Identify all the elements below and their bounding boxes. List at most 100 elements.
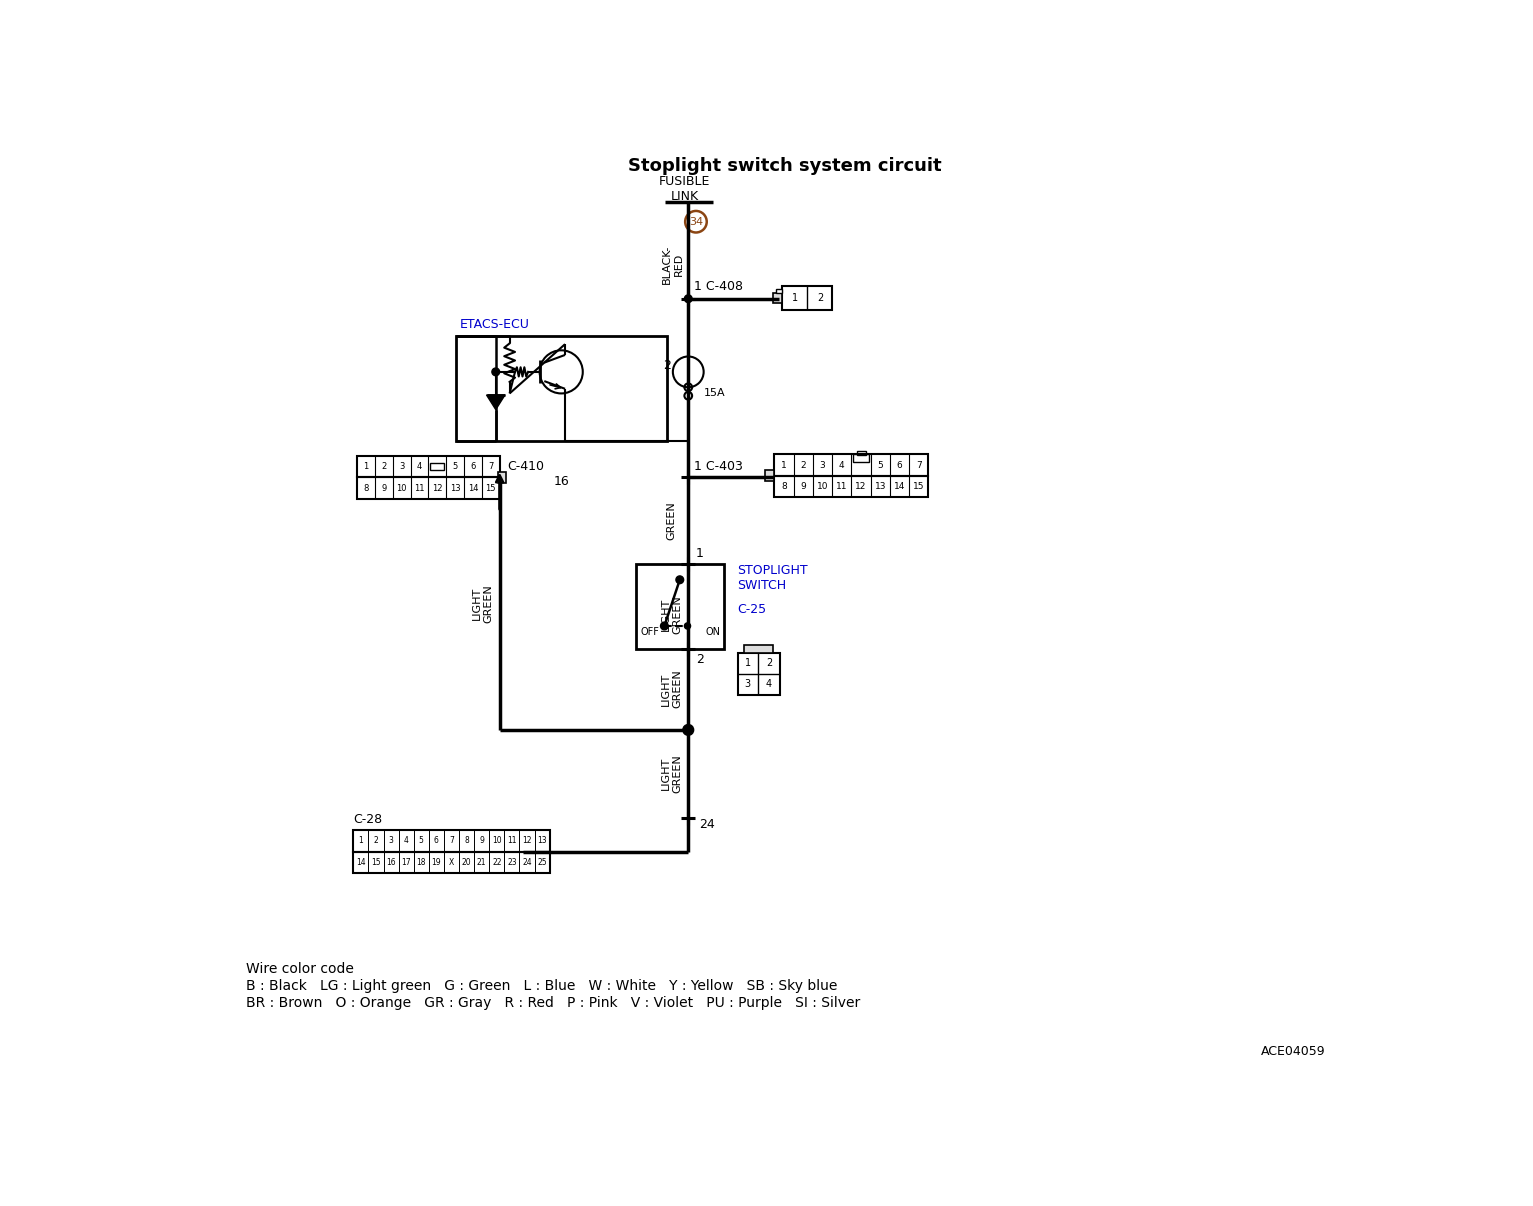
Text: 12: 12: [855, 482, 866, 491]
Text: C-28: C-28: [353, 813, 382, 826]
Text: C-25: C-25: [737, 603, 766, 615]
Text: FUSIBLE
LINK: FUSIBLE LINK: [659, 175, 710, 203]
Text: 20: 20: [461, 857, 472, 867]
Text: X: X: [449, 857, 454, 867]
Text: 3: 3: [820, 461, 825, 469]
Text: 19: 19: [432, 857, 442, 867]
Circle shape: [684, 622, 690, 630]
Text: 7: 7: [487, 462, 494, 472]
Text: 14: 14: [468, 484, 478, 492]
Circle shape: [661, 622, 668, 630]
Bar: [774, 476, 929, 497]
Text: 34: 34: [688, 217, 704, 227]
Bar: [357, 478, 500, 499]
Circle shape: [676, 576, 684, 584]
Text: Stoplight switch system circuit: Stoplight switch system circuit: [629, 157, 943, 175]
Text: 2: 2: [800, 461, 806, 469]
Text: 7: 7: [917, 461, 921, 469]
Text: B : Black   LG : Light green   G : Green   L : Blue   W : White   Y : Yellow   S: B : Black LG : Light green G : Green L :…: [245, 978, 837, 993]
Text: 5: 5: [452, 462, 458, 472]
Text: 4: 4: [417, 462, 422, 472]
Text: 18: 18: [417, 857, 426, 867]
Text: 25: 25: [537, 857, 547, 867]
Text: 10: 10: [492, 836, 501, 845]
Text: Wire color code: Wire color code: [245, 962, 354, 977]
Text: 24: 24: [699, 818, 714, 831]
Polygon shape: [486, 396, 504, 410]
Text: 22: 22: [492, 857, 501, 867]
Text: 11: 11: [507, 836, 517, 845]
Text: GREEN: GREEN: [667, 502, 676, 540]
Text: ON: ON: [705, 627, 721, 637]
Text: 9: 9: [800, 482, 806, 491]
Text: 10: 10: [817, 482, 828, 491]
Text: 1 C-403: 1 C-403: [694, 459, 744, 473]
Bar: [737, 652, 780, 696]
Text: 1: 1: [745, 658, 751, 668]
Text: 12: 12: [432, 484, 443, 492]
Text: 3: 3: [389, 836, 394, 845]
Text: 1: 1: [363, 462, 368, 472]
Text: 21: 21: [477, 857, 486, 867]
Text: 2: 2: [382, 462, 386, 472]
Text: 7: 7: [449, 836, 454, 845]
Text: 4: 4: [766, 679, 773, 690]
Bar: [857, 451, 866, 455]
Circle shape: [682, 725, 693, 736]
Text: LIGHT
GREEN: LIGHT GREEN: [661, 755, 682, 794]
Circle shape: [492, 368, 500, 376]
Bar: [353, 851, 550, 873]
Text: 4: 4: [403, 836, 409, 845]
Text: BLACK-
RED: BLACK- RED: [662, 245, 684, 283]
Bar: [744, 645, 773, 652]
Text: LIGHT
GREEN: LIGHT GREEN: [661, 669, 682, 708]
Text: 14: 14: [356, 857, 366, 867]
Text: 1: 1: [696, 548, 704, 560]
Text: BR : Brown   O : Orange   GR : Gray   R : Red   P : Pink   V : Violet   PU : Pur: BR : Brown O : Orange GR : Gray R : Red …: [245, 996, 860, 1009]
Text: 2: 2: [662, 359, 670, 373]
Text: 10: 10: [397, 484, 406, 492]
Bar: [774, 455, 929, 476]
Text: 2: 2: [696, 654, 704, 667]
Text: 6: 6: [471, 462, 475, 472]
Text: LIGHT
GREEN: LIGHT GREEN: [472, 584, 494, 624]
Bar: [636, 564, 724, 649]
Text: LIGHT
GREEN: LIGHT GREEN: [661, 595, 682, 634]
Text: C-410: C-410: [507, 459, 544, 473]
Text: 13: 13: [449, 484, 460, 492]
Bar: [773, 293, 782, 304]
Text: STOPLIGHT
SWITCH: STOPLIGHT SWITCH: [737, 564, 808, 592]
Text: 9: 9: [382, 484, 386, 492]
Text: 13: 13: [875, 482, 886, 491]
Text: 15A: 15A: [704, 388, 725, 398]
Text: 4: 4: [839, 461, 845, 469]
Text: 5: 5: [877, 461, 883, 469]
Text: 14: 14: [894, 482, 906, 491]
Text: 23: 23: [507, 857, 517, 867]
Bar: [455, 335, 667, 441]
Text: 8: 8: [782, 482, 786, 491]
Bar: [353, 830, 550, 851]
Text: 6: 6: [897, 461, 903, 469]
Text: 9: 9: [480, 836, 484, 845]
Bar: [782, 286, 832, 310]
Text: 8: 8: [464, 836, 469, 845]
Text: 13: 13: [537, 836, 547, 845]
Text: 1 C-408: 1 C-408: [694, 280, 744, 293]
Text: 3: 3: [399, 462, 405, 472]
Bar: [765, 470, 774, 481]
Text: 16: 16: [386, 857, 396, 867]
Text: 1: 1: [359, 836, 363, 845]
Bar: [431, 463, 445, 470]
Text: 1: 1: [782, 461, 786, 469]
Bar: [498, 472, 506, 482]
Text: 6: 6: [434, 836, 438, 845]
Text: 2: 2: [374, 836, 379, 845]
Text: 17: 17: [402, 857, 411, 867]
Text: 5: 5: [419, 836, 423, 845]
Text: 1: 1: [791, 293, 797, 303]
Text: 2: 2: [766, 658, 773, 668]
Text: OFF: OFF: [641, 627, 659, 637]
Bar: [776, 288, 782, 293]
Text: 15: 15: [486, 484, 497, 492]
